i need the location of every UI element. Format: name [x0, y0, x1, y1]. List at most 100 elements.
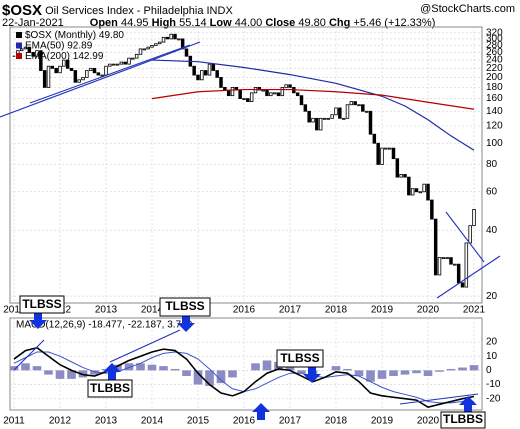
candle: [92, 67, 97, 74]
x-tick-label: 2018: [325, 416, 348, 427]
candle: [430, 199, 434, 220]
candle: [433, 218, 438, 276]
y-tick-label: 160: [486, 93, 503, 104]
candle: [19, 48, 24, 52]
histogram-bar: [331, 366, 341, 371]
annotation: TLBSS: [19, 295, 65, 314]
candle: [238, 89, 242, 100]
candle: [288, 84, 292, 88]
candle: [391, 147, 396, 160]
histogram-bar: [136, 363, 145, 371]
x-tick-label: 2018: [325, 305, 348, 316]
candle: [31, 52, 35, 57]
y-tick-label: 20: [486, 337, 498, 348]
source: @StockCharts.com: [420, 3, 515, 15]
candle: [246, 98, 250, 103]
legend-swatch: [16, 32, 22, 38]
ema-line: [151, 88, 475, 110]
y-tick-label: 200: [486, 72, 503, 83]
trend-line: [109, 329, 181, 363]
candle: [460, 282, 465, 288]
x-tick-label: 2020: [417, 416, 440, 427]
candle: [464, 242, 469, 288]
candle: [192, 65, 196, 76]
histogram-bar: [262, 360, 272, 371]
x-tick-label: 2013: [95, 416, 118, 427]
y-tick-label: -20: [486, 393, 501, 404]
candle: [326, 117, 331, 120]
y-tick-label: 100: [486, 138, 503, 149]
candle: [165, 36, 170, 40]
candle: [65, 59, 70, 69]
candle: [307, 110, 311, 123]
quote-line: 22-Jan-2021 Open 44.95 High 55.14 Low 44.…: [2, 17, 435, 29]
candle: [35, 50, 39, 57]
candle: [345, 104, 350, 119]
histogram-bar: [90, 370, 99, 375]
candle: [353, 101, 357, 106]
histogram-bar: [159, 366, 168, 371]
candle: [62, 59, 66, 67]
macd-panel: [9, 317, 483, 411]
histogram-bar: [412, 370, 421, 374]
histogram-bar: [44, 370, 53, 375]
candle: [322, 117, 327, 120]
candle: [138, 48, 143, 55]
candle: [372, 133, 377, 144]
candle: [96, 72, 101, 76]
legend-name: EMA(200): [25, 51, 70, 62]
candle: [387, 147, 392, 150]
histogram-bar: [147, 364, 157, 371]
candle: [414, 188, 419, 193]
histogram-bar: [182, 370, 191, 377]
candle: [108, 63, 112, 67]
arrow: [103, 363, 121, 380]
histogram-bar: [400, 370, 410, 375]
candle: [69, 67, 74, 71]
annotation: TLBBS: [87, 379, 133, 398]
histogram-bar: [377, 370, 387, 379]
histogram-bar: [458, 367, 467, 371]
candle: [456, 263, 461, 284]
candle: [230, 87, 235, 97]
macd-line: [13, 346, 475, 409]
candle: [265, 89, 269, 97]
header-title: $OSX Oil Services Index - Philadelphia I…: [2, 2, 233, 19]
svg-text:TLBSS: TLBSS: [22, 297, 61, 311]
trend-line: [13, 339, 45, 371]
candle: [242, 98, 246, 101]
annotation: TLBSS: [159, 297, 211, 317]
histogram-bar: [113, 364, 122, 371]
y-tick-label: 320: [486, 27, 503, 38]
candle: [276, 92, 281, 97]
candle: [173, 33, 177, 40]
candle: [207, 63, 212, 76]
y-tick-label: 180: [486, 82, 503, 93]
histogram-bar: [193, 370, 203, 385]
y-tick-label: 280: [486, 40, 503, 51]
candle: [403, 174, 407, 178]
candle: [280, 87, 285, 97]
candle: [39, 50, 43, 71]
y-tick-label: 10: [486, 351, 498, 362]
candle: [472, 209, 476, 227]
candle: [27, 46, 32, 53]
x-tick-label: 2019: [371, 416, 394, 427]
candle: [85, 70, 89, 78]
histogram-bar: [21, 363, 30, 371]
x-tick-label: 2016: [233, 416, 256, 427]
macd-label: MACD(12,26,9) -18.477, -22.187, 3.710: [16, 320, 193, 331]
candle: [410, 188, 415, 196]
candle: [318, 117, 323, 131]
candle: [445, 257, 449, 260]
candle: [426, 183, 430, 201]
candle: [54, 67, 58, 74]
candle: [223, 87, 227, 91]
svg-text:TLBBS: TLBBS: [443, 412, 483, 426]
histogram-bar: [55, 370, 65, 379]
candle: [23, 46, 28, 50]
arrow: [459, 396, 477, 413]
candle: [50, 65, 55, 69]
candle: [338, 107, 342, 119]
candle: [46, 65, 51, 88]
